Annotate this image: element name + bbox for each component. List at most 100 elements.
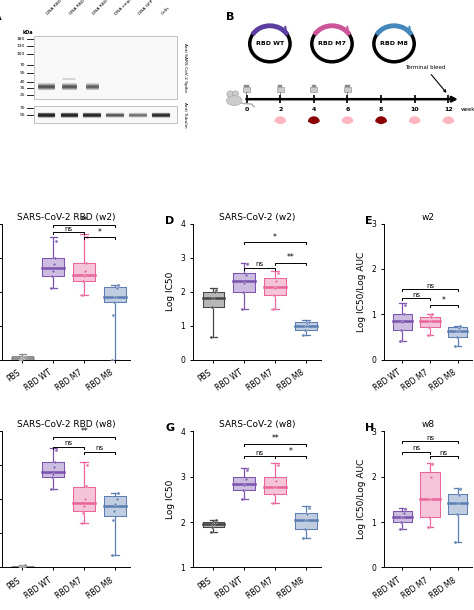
Text: Cells: Cells bbox=[160, 5, 171, 16]
Text: 70: 70 bbox=[20, 106, 25, 110]
Bar bbox=[73, 263, 95, 281]
Text: ns: ns bbox=[412, 292, 420, 298]
Text: 180: 180 bbox=[17, 37, 25, 41]
Y-axis label: Log IC50/Log AUC: Log IC50/Log AUC bbox=[356, 459, 365, 539]
Bar bbox=[277, 87, 284, 92]
Text: DNA empty: DNA empty bbox=[115, 0, 135, 16]
Text: H: H bbox=[365, 423, 374, 433]
Text: Anti Tubulin: Anti Tubulin bbox=[183, 102, 187, 127]
Y-axis label: Log IC50/Log AUC: Log IC50/Log AUC bbox=[356, 251, 365, 332]
Bar bbox=[278, 85, 283, 87]
Bar bbox=[344, 87, 351, 92]
Text: DNA GFP: DNA GFP bbox=[137, 0, 154, 16]
Polygon shape bbox=[442, 117, 454, 124]
Bar bbox=[392, 314, 412, 330]
Text: DNA RBD M8: DNA RBD M8 bbox=[92, 0, 114, 16]
Y-axis label: Log IC50: Log IC50 bbox=[165, 479, 174, 519]
Text: DNA RBD WT: DNA RBD WT bbox=[46, 0, 69, 16]
Text: B: B bbox=[227, 12, 235, 22]
Polygon shape bbox=[308, 117, 320, 124]
Text: ns: ns bbox=[426, 435, 434, 441]
Title: w2: w2 bbox=[421, 212, 435, 221]
Bar bbox=[43, 257, 64, 276]
Bar bbox=[346, 85, 350, 87]
Bar bbox=[313, 92, 314, 95]
Bar bbox=[12, 565, 33, 567]
Text: Anti SARS CoV-2 Spike: Anti SARS CoV-2 Spike bbox=[183, 43, 187, 92]
Text: ns: ns bbox=[440, 450, 448, 456]
Bar bbox=[310, 87, 317, 92]
Text: *: * bbox=[98, 228, 101, 237]
Text: 0: 0 bbox=[245, 107, 249, 112]
Text: **: ** bbox=[271, 434, 279, 443]
Text: *: * bbox=[289, 447, 292, 456]
Text: Terminal bleed: Terminal bleed bbox=[405, 65, 446, 92]
Text: D: D bbox=[165, 215, 174, 226]
Title: SARS-CoV-2 (w8): SARS-CoV-2 (w8) bbox=[219, 420, 296, 429]
Text: 4: 4 bbox=[312, 107, 316, 112]
Text: 25: 25 bbox=[19, 93, 25, 97]
Bar bbox=[420, 472, 440, 517]
Bar bbox=[34, 106, 177, 123]
Bar bbox=[392, 511, 412, 522]
Text: ns: ns bbox=[255, 261, 264, 267]
Text: **: ** bbox=[80, 427, 88, 436]
Bar bbox=[295, 322, 317, 329]
Text: 70: 70 bbox=[20, 63, 25, 67]
Text: weeks: weeks bbox=[461, 107, 474, 112]
Text: A: A bbox=[0, 12, 1, 22]
Text: 55: 55 bbox=[19, 113, 25, 118]
Text: 100: 100 bbox=[17, 52, 25, 56]
Polygon shape bbox=[274, 117, 286, 124]
Text: 8: 8 bbox=[379, 107, 383, 112]
Bar bbox=[264, 476, 286, 494]
Text: ns: ns bbox=[255, 450, 264, 456]
Text: RBD M8: RBD M8 bbox=[380, 41, 408, 46]
Bar bbox=[312, 85, 316, 87]
Polygon shape bbox=[342, 117, 354, 124]
Bar bbox=[448, 494, 467, 514]
Text: RBD WT: RBD WT bbox=[256, 41, 284, 46]
Text: 130: 130 bbox=[17, 45, 25, 48]
Circle shape bbox=[232, 91, 238, 96]
Ellipse shape bbox=[227, 96, 242, 106]
Polygon shape bbox=[375, 117, 387, 124]
Text: 12: 12 bbox=[444, 107, 453, 112]
Bar bbox=[202, 522, 224, 528]
Text: **: ** bbox=[80, 216, 88, 224]
Title: w8: w8 bbox=[421, 420, 435, 429]
Text: ns: ns bbox=[426, 283, 434, 289]
Text: *: * bbox=[273, 233, 277, 242]
Bar bbox=[280, 92, 281, 95]
Bar bbox=[234, 273, 255, 292]
Circle shape bbox=[227, 91, 234, 97]
Text: 10: 10 bbox=[410, 107, 419, 112]
Bar bbox=[264, 278, 286, 295]
Text: kDa: kDa bbox=[23, 30, 34, 35]
Text: ns: ns bbox=[64, 226, 73, 232]
Y-axis label: Log IC50: Log IC50 bbox=[165, 272, 174, 311]
Title: SARS-CoV-2 RBD (w8): SARS-CoV-2 RBD (w8) bbox=[17, 420, 116, 429]
Text: G: G bbox=[165, 423, 174, 433]
Text: 35: 35 bbox=[19, 85, 25, 90]
Text: ns: ns bbox=[412, 445, 420, 451]
Bar bbox=[420, 317, 440, 327]
Bar bbox=[246, 92, 247, 95]
Text: E: E bbox=[365, 215, 373, 226]
Bar bbox=[43, 462, 64, 477]
Text: ns: ns bbox=[64, 440, 73, 446]
Text: 40: 40 bbox=[20, 80, 25, 84]
Bar bbox=[347, 92, 348, 95]
Bar bbox=[12, 356, 33, 359]
Polygon shape bbox=[409, 117, 420, 124]
Bar bbox=[104, 496, 126, 516]
Text: ns: ns bbox=[95, 445, 104, 451]
Bar bbox=[202, 292, 224, 307]
Title: SARS-CoV-2 RBD (w2): SARS-CoV-2 RBD (w2) bbox=[17, 212, 116, 221]
Text: *: * bbox=[442, 296, 446, 304]
Text: RBD M7: RBD M7 bbox=[318, 41, 346, 46]
Bar bbox=[295, 513, 317, 529]
Bar bbox=[243, 87, 250, 92]
Bar bbox=[245, 85, 249, 87]
Bar bbox=[73, 487, 95, 511]
